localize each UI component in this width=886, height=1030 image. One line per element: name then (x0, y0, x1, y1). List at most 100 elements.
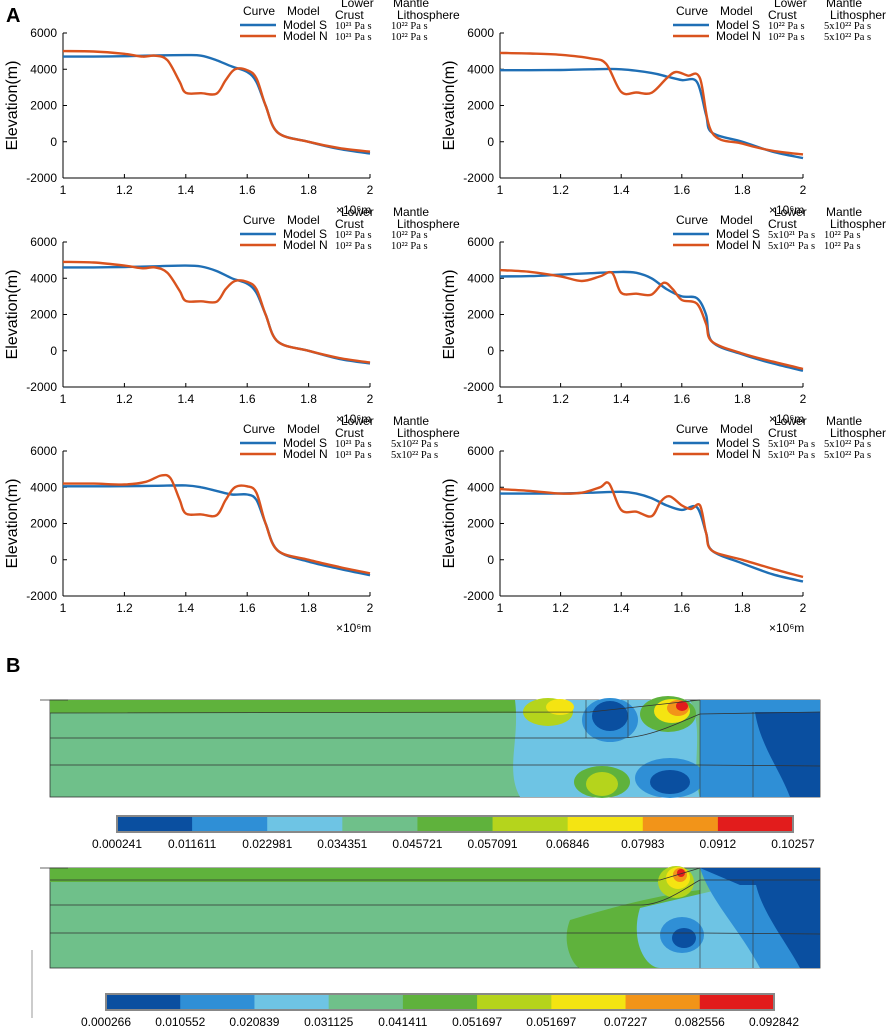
x-tick-label: 2 (367, 601, 374, 615)
chart-3: 1 1.2 1.4 1.6 1.8 2 -2000 0 2000 4000 6000 Elevatio… (4, 205, 460, 426)
legend-col-lower-line: Lower (341, 0, 374, 10)
legend-col-lower-line: Lower (774, 0, 807, 10)
colorbar-label: 0.010552 (155, 1015, 205, 1029)
contour-map-2 (40, 866, 821, 969)
legend-col-lower-line: Crust (335, 426, 364, 440)
legend-col-model: Model (720, 4, 753, 18)
legend-mantle-value: 5x10²² Pa s (824, 439, 871, 450)
legend-col-curve: Curve (243, 213, 275, 227)
colorbar-label: 0.06846 (546, 837, 590, 851)
x-tick-label: 1.4 (177, 183, 194, 197)
x-tick-label: 1.8 (734, 392, 751, 406)
x-tick-label: 1.4 (613, 392, 630, 406)
y-tick-label: 6000 (467, 235, 494, 249)
series-line-model-n (62, 473, 371, 575)
x-tick-label: 1 (497, 392, 504, 406)
series-line-model-n (499, 268, 804, 371)
y-tick-label: 2000 (467, 517, 494, 531)
legend-col-lower: Lower Crust (768, 205, 807, 231)
legend-lower-value: 10²¹ Pa s (335, 21, 372, 32)
y-axis-label: Elevation(m) (441, 479, 458, 569)
chart-5: 1 1.2 1.4 1.6 1.8 2 -2000 0 2000 4000 6000 Elevatio… (4, 414, 460, 635)
legend-col-mantle-line: Lithosphere (830, 426, 886, 440)
y-tick-label: -2000 (26, 589, 57, 603)
colorbar-frame (105, 993, 775, 1011)
colorbar-segment (551, 994, 627, 1010)
x-tick-label: 1 (497, 601, 504, 615)
legend-mantle-value: 10²² Pa s (391, 21, 428, 32)
colorbar-segment (267, 816, 343, 832)
legend-col-curve: Curve (676, 422, 708, 436)
y-tick-label: 6000 (30, 26, 57, 40)
y-tick-label: 2000 (30, 517, 57, 531)
x-tick-label: 1.2 (552, 183, 569, 197)
legend-col-lower-line: Crust (335, 8, 364, 22)
colorbar-label: 0.0912 (700, 837, 737, 851)
colorbar-label: 0.020839 (229, 1015, 279, 1029)
legend-col-mantle-line: Lithosphere (830, 217, 886, 231)
x-tick-label: 1.2 (116, 601, 133, 615)
colorbar-segment (567, 816, 644, 832)
legend-lower-value: 10²¹ Pa s (335, 32, 372, 43)
panel-label-b: B (6, 655, 20, 677)
colorbar-segment (477, 994, 552, 1010)
colorbar-label: 0.041411 (378, 1015, 427, 1029)
legend-lower-value: 10²¹ Pa s (335, 450, 372, 461)
x-axis-unit: ×10⁶m (336, 203, 371, 217)
x-tick-label: 1.6 (673, 601, 690, 615)
y-tick-label: 6000 (467, 26, 494, 40)
colorbar-label: 0.045721 (392, 837, 442, 851)
x-axis-unit: ×10⁶m (336, 621, 371, 635)
x-tick-label: 1.6 (239, 601, 256, 615)
x-tick-label: 1.4 (613, 601, 630, 615)
legend-entry-model-s: Model S (716, 436, 760, 450)
legend-mantle-value: 5x10²² Pa s (391, 439, 438, 450)
y-tick-label: -2000 (463, 171, 494, 185)
y-axis-label: Elevation(m) (4, 61, 21, 151)
colorbar-label: 0.051697 (452, 1015, 502, 1029)
series-line-model-s (63, 264, 371, 365)
colorbar-segment (699, 994, 775, 1010)
legend-col-mantle-line: Lithosphere (397, 8, 460, 22)
y-tick-label: 4000 (30, 480, 57, 494)
y-tick-label: -2000 (26, 171, 57, 185)
legend-mantle-value: 5x10²² Pa s (824, 32, 871, 43)
legend-mantle-value: 5x10²² Pa s (824, 450, 871, 461)
legend-mantle-value: 5x10²² Pa s (391, 450, 438, 461)
colorbar-label: 0.07983 (621, 837, 665, 851)
legend-entry-model-n: Model N (716, 447, 761, 461)
colorbar-segment (254, 994, 330, 1010)
legend-col-lower-line: Crust (335, 217, 364, 231)
legend-entry-model-s: Model S (716, 18, 760, 32)
legend-entry-model-n: Model N (716, 29, 761, 43)
x-axis-unit: ×10⁶m (769, 412, 804, 426)
colorbar-label: 0.011611 (168, 837, 217, 851)
legend-col-mantle-line: Mantle (826, 205, 862, 219)
y-axis-label: Elevation(m) (4, 479, 21, 569)
y-tick-label: 4000 (30, 271, 57, 285)
colorbar-2: 0.000266 0.010552 0.020839 0.031125 0.041411… (81, 993, 799, 1029)
legend-lower-value: 10²² Pa s (768, 21, 805, 32)
legend-col-lower: Lower Crust (768, 0, 807, 22)
legend-col-curve: Curve (676, 4, 708, 18)
charts-panel-a: 1 1.2 1.4 1.6 1.8 2-20000200040006000Elevatio… (4, 0, 886, 635)
y-tick-label: 2000 (467, 99, 494, 113)
colorbar-segment (717, 816, 794, 832)
legend-lower-value: 5x10²¹ Pa s (768, 439, 815, 450)
legend-col-model: Model (720, 422, 753, 436)
y-tick-label: -2000 (463, 380, 494, 394)
colorbar-label: 0.034351 (317, 837, 367, 851)
y-tick-label: 4000 (467, 480, 494, 494)
y-tick-label: 6000 (30, 444, 57, 458)
x-tick-label: 2 (367, 392, 374, 406)
x-tick-label: 2 (367, 183, 374, 197)
legend-lower-value: 10²² Pa s (335, 230, 372, 241)
legend-col-curve: Curve (676, 213, 708, 227)
series-line-model-n (62, 260, 371, 364)
series-line-model-n (499, 481, 804, 579)
y-tick-label: 4000 (30, 62, 57, 76)
